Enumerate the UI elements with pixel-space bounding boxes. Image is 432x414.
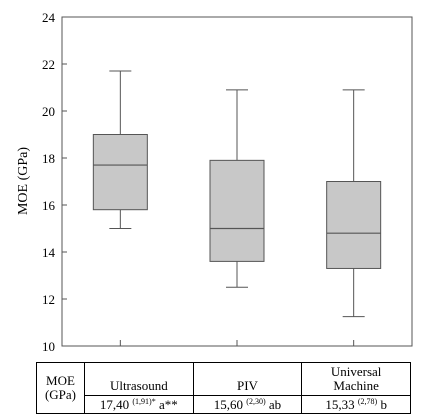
row-header: MOE (GPa) (36, 362, 85, 414)
column-name-line: PIV (237, 378, 258, 393)
box-universal-machine (326, 89, 382, 318)
value-cell-universal-machine: 15,33 (2,78) b (301, 395, 411, 414)
mean-value: 15,60 (213, 396, 244, 412)
iqr-box (326, 181, 382, 269)
group-letter: b (380, 396, 387, 412)
iqr-box (209, 159, 265, 262)
sd-value: (2,30) (246, 396, 266, 406)
y-tick-label: 18 (42, 151, 55, 166)
stats-table-row-values: 17,40 (1,91)* a** 15,60 (2,30) ab 15,33 … (37, 395, 411, 414)
y-axis-label: MOE (GPa) (16, 147, 31, 215)
boxplot-chart: 10 12 14 16 18 20 22 24 MOE (GPa) (16, 10, 413, 354)
row-header-line-1: MOE (46, 373, 75, 388)
y-axis: 10 12 14 16 18 20 22 24 (42, 10, 67, 354)
mean-value: 17,40 (99, 396, 130, 412)
y-tick-label: 12 (42, 292, 55, 307)
y-tick-label: 10 (42, 339, 55, 354)
y-tick-label: 22 (42, 57, 55, 72)
column-name-ultrasound: Ultrasound (84, 362, 194, 396)
column-name-piv: PIV (192, 362, 303, 396)
sd-value: (2,78) (357, 396, 378, 406)
value-cell-ultrasound: 17,40 (1,91)* a** (84, 395, 194, 414)
box-piv (209, 89, 265, 288)
box-series (92, 70, 382, 318)
y-tick-label: 14 (42, 245, 56, 260)
row-header-line-2: (GPa) (44, 387, 77, 402)
y-tick-label: 24 (42, 10, 56, 25)
box-ultrasound (92, 70, 148, 229)
stats-table-row-names: MOE (GPa) Ultrasound PIV Universal Machi… (36, 362, 411, 414)
column-name-line: Universal (330, 364, 382, 379)
x-axis-ticks (119, 340, 355, 346)
sd-value: (1,91)* (132, 396, 156, 406)
column-name-line: Ultrasound (109, 378, 168, 393)
stats-table: MOE (GPa) Ultrasound PIV Universal Machi… (36, 362, 411, 414)
mean-value: 15,33 (325, 396, 355, 412)
value-cell-piv: 15,60 (2,30) ab (192, 395, 303, 414)
column-name-line: Machine (333, 378, 379, 393)
column-name-universal-machine: Universal Machine (301, 362, 411, 396)
group-letter: ab (268, 396, 282, 412)
y-tick-label: 16 (42, 198, 56, 213)
group-letter: a** (158, 396, 178, 412)
iqr-box (92, 134, 148, 211)
y-tick-label: 20 (42, 104, 55, 119)
